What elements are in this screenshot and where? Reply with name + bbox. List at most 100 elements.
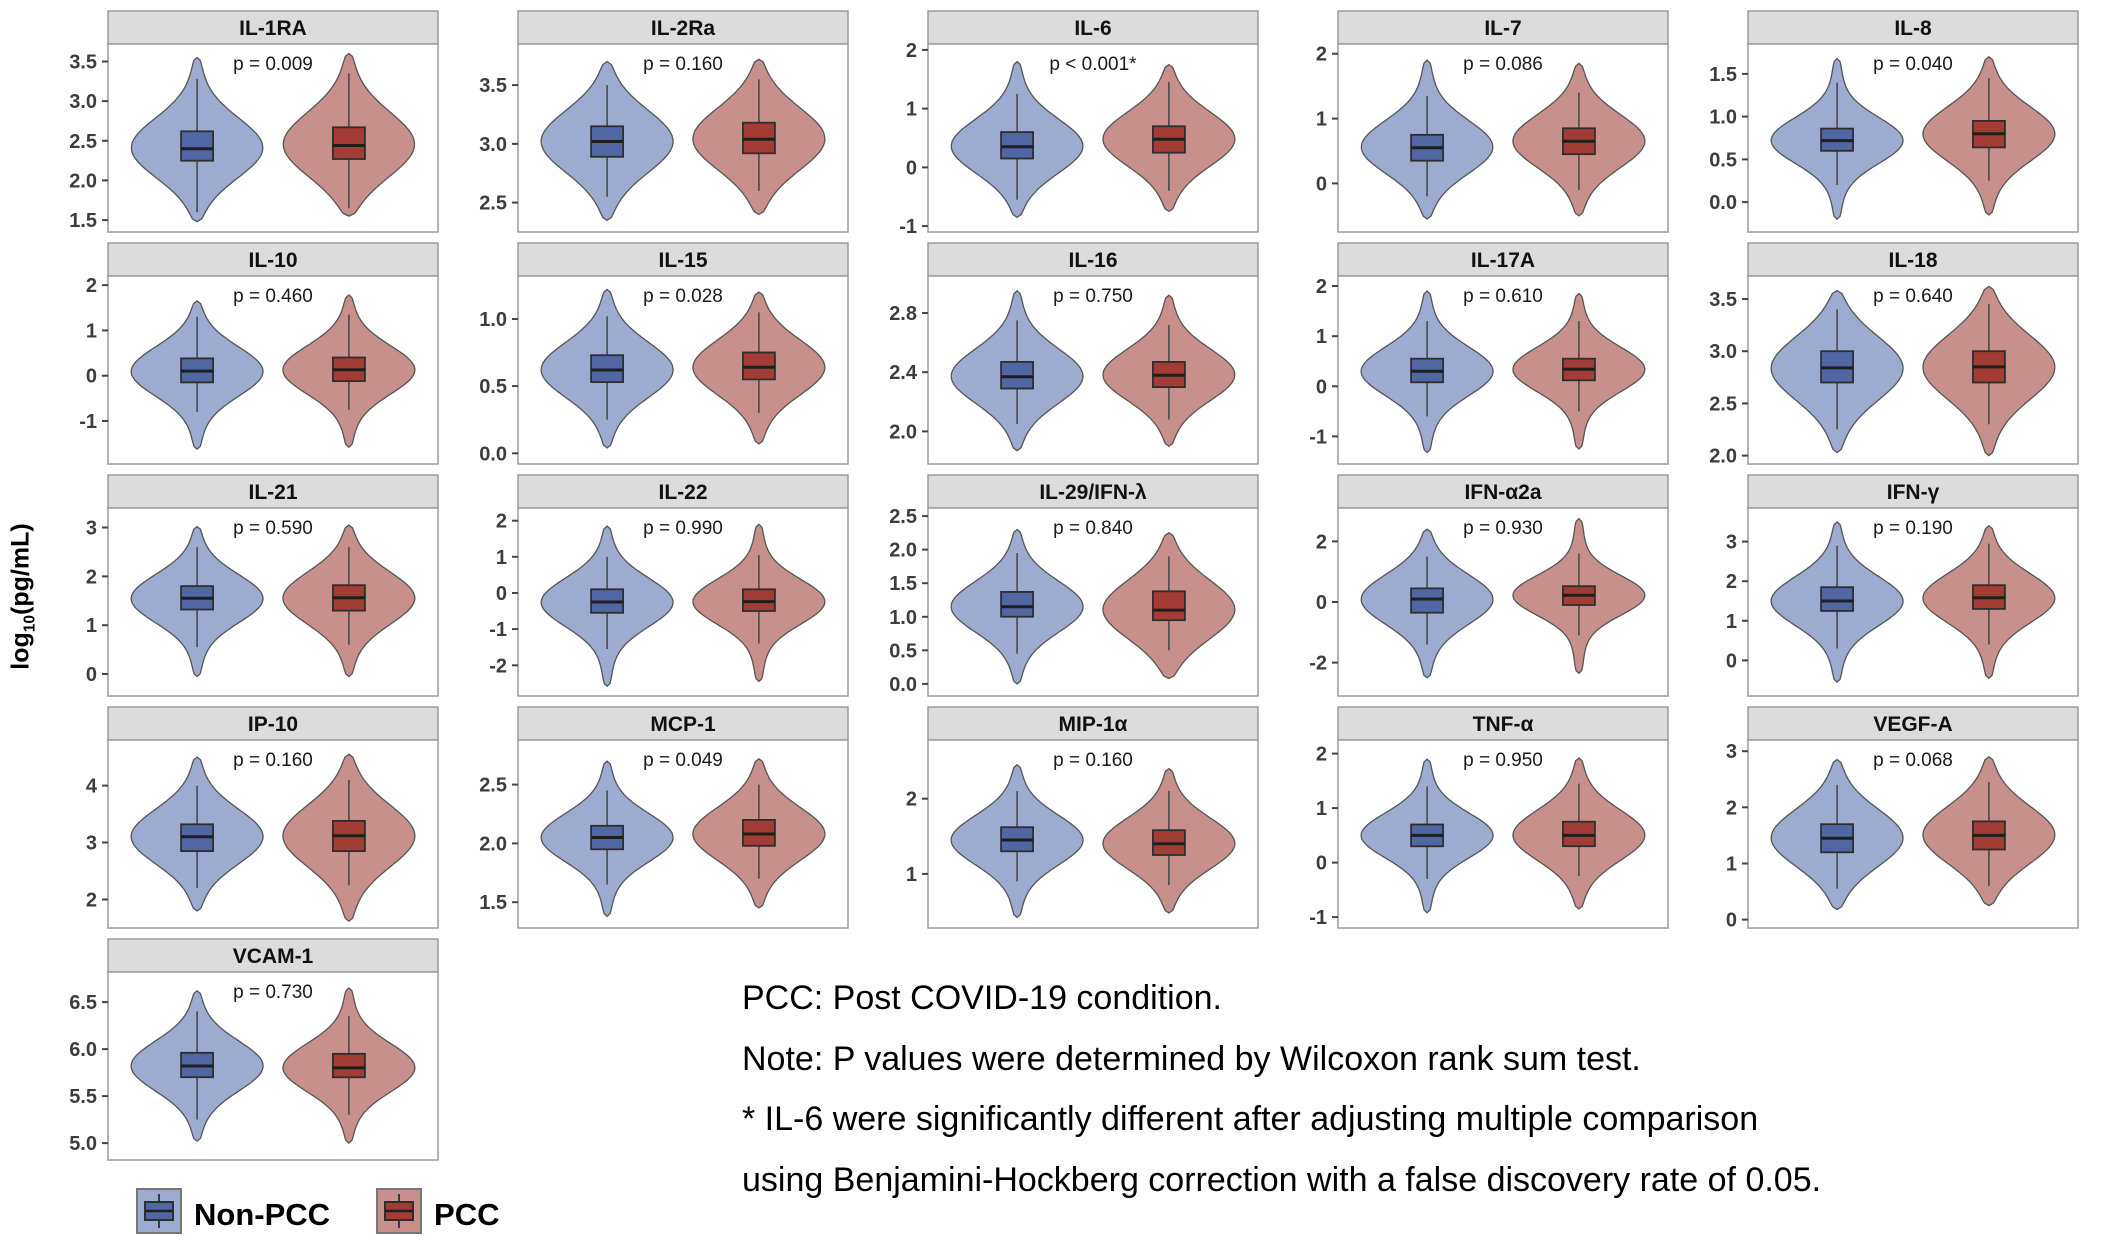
panel-cell: 2.8 2.4 2.0 IL-16 p = 0.750 [866, 242, 1276, 468]
panel-title: IL-10 [248, 249, 297, 272]
y-tick-label: 0.5 [889, 640, 917, 662]
panel-header [927, 10, 1259, 45]
y-tick-label: 0 [1316, 592, 1327, 614]
y-tick-label: 2.5 [1709, 393, 1737, 415]
y-tick-label: 2 [1316, 276, 1327, 298]
y-tick-label: 1.5 [1709, 64, 1737, 86]
boxplot-Non-PCC [1000, 591, 1035, 618]
legend-swatch-pcc-icon [376, 1188, 423, 1242]
y-tick-label: 3.5 [1709, 289, 1737, 311]
footnote: PCC: Post COVID-19 condition. Note: P va… [742, 968, 1821, 1210]
y-tick-label: 1 [86, 615, 97, 637]
footnote-line-2: Note: P values were determined by Wilcox… [742, 1039, 1641, 1078]
panel-header [927, 242, 1259, 277]
y-tick-label: -2 [489, 655, 507, 677]
panel-header [1747, 706, 2079, 741]
y-tick-label: 0.5 [1709, 149, 1737, 171]
panel-header [107, 938, 439, 973]
y-tick-label: 1 [1726, 611, 1737, 633]
y-tick-label: 0 [86, 366, 97, 388]
boxplot-Non-PCC [180, 130, 215, 162]
y-tick-label: 5.0 [69, 1133, 97, 1155]
y-tick-label: 2 [1726, 797, 1737, 819]
panel-title: IL-21 [248, 481, 297, 504]
y-tick-label: 2.5 [889, 506, 917, 528]
y-tick-label: 0 [1316, 853, 1327, 875]
y-tick-label: -1 [489, 619, 507, 641]
boxplot-Non-PCC [1820, 586, 1855, 612]
p-value: p = 0.840 [1053, 518, 1133, 539]
y-tick-label: 1 [1316, 326, 1327, 348]
y-tick-label: 2.0 [889, 421, 917, 443]
legend-item-non-pcc: Non-PCC [136, 1188, 330, 1242]
y-tick-label: -2 [1309, 653, 1327, 675]
y-tick-label: 1 [1316, 109, 1327, 131]
p-value: p = 0.028 [643, 286, 723, 307]
y-tick-label: 2.0 [1709, 446, 1737, 468]
footnote-line-3: * IL-6 were significantly different afte… [742, 1100, 1759, 1139]
panel-title: IL-22 [658, 481, 707, 504]
y-tick-label: 2.0 [69, 170, 97, 192]
y-tick-label: -1 [1309, 907, 1327, 929]
boxplot-Non-PCC [1410, 587, 1445, 614]
y-tick-label: 2.5 [479, 775, 507, 797]
p-value: p = 0.930 [1463, 518, 1543, 539]
panel-IL-21: 3 2 1 0 IL-21 p = 0.590 [86, 474, 439, 697]
y-tick-label: 1 [1316, 798, 1327, 820]
y-tick-label: 3 [1726, 741, 1737, 763]
panel-title: IP-10 [248, 713, 298, 736]
y-tick-label: 2.0 [889, 540, 917, 562]
y-tick-label: 0.0 [889, 674, 917, 696]
y-tick-label: 0 [496, 583, 507, 605]
y-tick-label: 0 [1726, 910, 1737, 932]
y-tick-label: 1 [496, 547, 507, 569]
y-tick-label: 0.0 [479, 443, 507, 465]
panel-MCP-1: 2.5 2.0 1.5 MCP-1 p = 0.049 [479, 706, 849, 929]
panel-cell: 2 1 0 IL-7 p = 0.086 [1276, 10, 1686, 236]
y-tick-label: 4 [86, 776, 98, 798]
panel-IP-10: 4 3 2 IP-10 p = 0.160 [86, 706, 439, 929]
panel-title: IL-7 [1484, 17, 1521, 40]
panel-IL-2Ra: 3.5 3.0 2.5 IL-2Ra p = 0.160 [479, 10, 849, 233]
panel-IFN-α2a: 2 0 -2 IFN-α2a p = 0.930 [1309, 474, 1669, 697]
panel-header [107, 474, 439, 509]
p-value: p = 0.460 [233, 286, 313, 307]
y-tick-label: 2 [1316, 531, 1327, 553]
y-tick-label: 5.5 [69, 1086, 97, 1108]
panel-cell: 2 1 0 -1 IL-6 p < 0.001* [866, 10, 1276, 238]
y-tick-label: 3.5 [479, 75, 507, 97]
y-tick-label: 1.5 [889, 573, 917, 595]
y-tick-label: 2 [906, 40, 917, 62]
y-tick-label: 2.5 [69, 131, 97, 153]
y-tick-label: -1 [1309, 426, 1327, 448]
y-axis-label-prefix: log [6, 631, 35, 670]
panel-header [517, 706, 849, 741]
y-tick-label: 0 [906, 157, 917, 179]
panel-title: TNF-α [1473, 713, 1534, 736]
panel-title: IL-17A [1471, 249, 1535, 272]
y-tick-label: 2 [496, 511, 507, 533]
y-tick-label: 2.8 [889, 303, 917, 325]
panel-cell: 1.0 0.5 0.0 IL-15 p = 0.028 [456, 242, 866, 468]
panel-cell: 2 1 0 -1 -2 IL-22 p = 0.990 [456, 474, 866, 700]
panel-title: IL-8 [1894, 17, 1932, 40]
panel-cell: 3 2 1 0 IL-21 p = 0.590 [46, 474, 456, 700]
panel-IL-10: 2 1 0 -1 IL-10 p = 0.460 [79, 242, 439, 465]
panel-title: IL-18 [1888, 249, 1937, 272]
y-tick-label: 3.0 [479, 134, 507, 156]
panel-header [1337, 10, 1669, 45]
panel-title: IL-2Ra [651, 17, 716, 40]
panel-IL-29/IFN-λ: 2.5 2.0 1.5 1.0 0.5 0.0 IL-29/IFN-λ p = 0.840 [889, 474, 1259, 697]
panel-header [1337, 706, 1669, 741]
panel-title: IFN-γ [1887, 481, 1940, 504]
panel-title: IL-29/IFN-λ [1039, 481, 1147, 504]
panel-cell: 4 3 2 IP-10 p = 0.160 [46, 706, 456, 932]
panel-header [107, 706, 439, 741]
p-value: p = 0.190 [1873, 518, 1953, 539]
y-axis-label-suffix: (pg/mL) [6, 522, 35, 615]
y-tick-label: 1 [906, 99, 917, 121]
panel-header [517, 242, 849, 277]
y-tick-label: 1.0 [479, 309, 507, 331]
panel-cell: 6.5 6.0 5.5 5.0 VCAM-1 p = 0.730 [46, 938, 456, 1164]
